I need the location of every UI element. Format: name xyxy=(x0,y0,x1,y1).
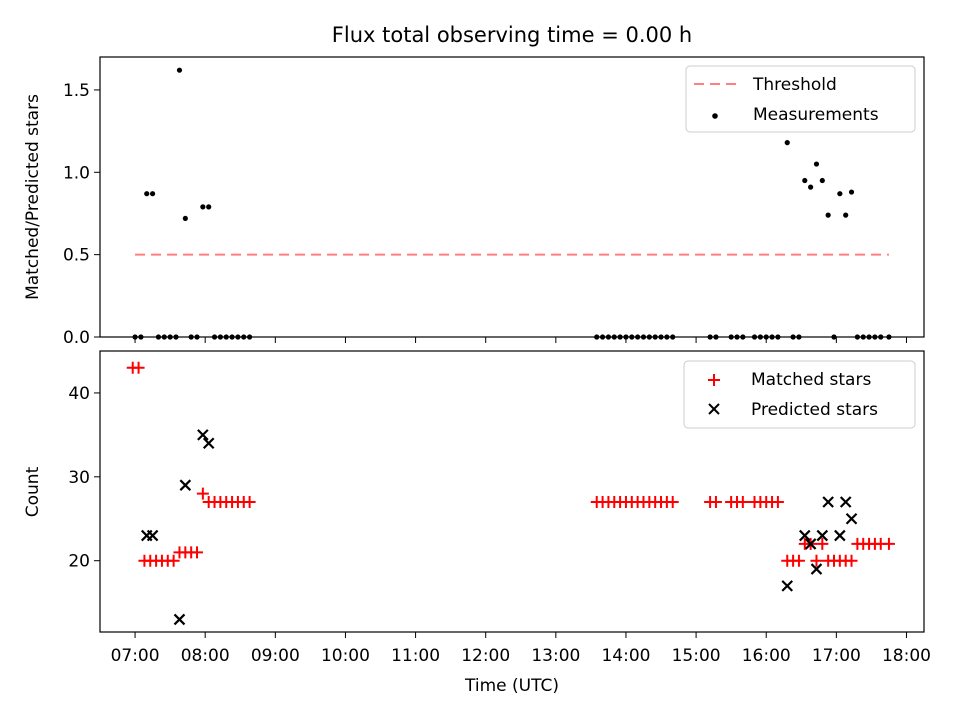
top-ylabel: Matched/Predicted stars xyxy=(23,94,43,300)
top-legend-box xyxy=(685,65,916,133)
y-tick-label: 1.0 xyxy=(63,163,90,183)
matched-star-point xyxy=(709,495,722,508)
measurement-point xyxy=(843,212,849,218)
measurement-point xyxy=(200,204,206,210)
matched-star-point xyxy=(792,554,805,567)
matched-star-point xyxy=(810,554,823,567)
measurement-point xyxy=(819,177,825,184)
matched-star-point xyxy=(167,554,180,567)
predicted-star-point xyxy=(197,429,209,441)
matched-star-point xyxy=(191,546,204,559)
predicted-stars-points xyxy=(140,429,858,626)
y-tick-label: 40 xyxy=(68,384,90,404)
bottom-y-axis: 20 30 40 xyxy=(68,384,100,572)
matched-star-point xyxy=(132,361,145,374)
matched-star-point xyxy=(882,537,895,550)
legend-measurements-label: Measurements xyxy=(753,105,879,125)
bottom-legend-box xyxy=(683,360,916,429)
measurement-point xyxy=(144,191,150,197)
legend-threshold-label: Threshold xyxy=(752,75,837,95)
measurement-point xyxy=(802,177,808,184)
bottom-panel: 20 30 40 07:00 08:00 09:00 10:00 11:00 12:00 13:… xyxy=(68,350,931,666)
measurement-point xyxy=(206,204,212,210)
matched-star-point xyxy=(736,495,749,508)
predicted-star-point xyxy=(146,529,159,542)
y-tick-label: 0.5 xyxy=(63,246,90,266)
chart-title: Flux total observing time = 0.00 h xyxy=(332,23,692,47)
predicted-star-point xyxy=(834,529,846,542)
predicted-star-point xyxy=(179,479,192,491)
xlabel: Time (UTC) xyxy=(464,676,559,696)
predicted-star-point xyxy=(781,580,794,592)
bottom-legend: Matched stars Predicted stars xyxy=(683,360,916,429)
y-tick-label: 20 xyxy=(68,552,90,572)
matched-star-point xyxy=(666,495,679,508)
legend-measurements-swatch xyxy=(712,113,718,119)
matched-star-point xyxy=(845,554,858,567)
bottom-ylabel: Count xyxy=(23,466,43,517)
predicted-star-point xyxy=(173,613,186,626)
matched-stars-points xyxy=(126,361,895,567)
measurement-point xyxy=(825,212,831,218)
x-tick-label: 15:00 xyxy=(672,646,721,666)
matched-star-point xyxy=(196,487,209,500)
x-tick-label: 18:00 xyxy=(882,646,931,666)
x-tick-label: 07:00 xyxy=(111,646,160,666)
y-tick-label: 0.0 xyxy=(63,328,90,348)
x-tick-label: 09:00 xyxy=(251,646,300,666)
x-tick-label: 10:00 xyxy=(321,646,370,666)
measurement-point xyxy=(176,67,183,73)
top-axes-frame xyxy=(99,56,925,338)
measurement-point xyxy=(182,215,188,222)
measurement-point xyxy=(808,184,814,190)
top-panel: 0.0 0.5 1.0 1.5 Threshold Measurements xyxy=(63,56,925,348)
predicted-star-point xyxy=(810,563,823,575)
legend-predicted-label: Predicted stars xyxy=(751,400,878,420)
y-tick-label: 30 xyxy=(68,468,90,488)
bottom-x-axis: 07:00 08:00 09:00 10:00 11:00 12:00 13:00 14:00… xyxy=(111,632,931,666)
x-tick-label: 08:00 xyxy=(181,646,230,666)
measurement-point xyxy=(149,191,156,197)
measurement-point xyxy=(837,191,843,197)
x-tick-label: 16:00 xyxy=(742,646,791,666)
predicted-star-point xyxy=(839,496,852,508)
predicted-star-point xyxy=(816,529,829,542)
matched-star-point xyxy=(243,495,256,508)
predicted-star-point xyxy=(202,437,215,450)
bottom-axes-frame xyxy=(99,350,925,633)
x-tick-label: 12:00 xyxy=(461,646,510,666)
top-legend: Threshold Measurements xyxy=(685,65,916,133)
legend-predicted-swatch xyxy=(708,403,720,415)
matched-star-point xyxy=(816,537,829,550)
predicted-star-point xyxy=(799,529,811,542)
legend-matched-label: Matched stars xyxy=(751,370,871,390)
predicted-star-point xyxy=(845,512,858,525)
measurement-point xyxy=(848,189,855,195)
measurement-point xyxy=(784,140,790,146)
predicted-star-point xyxy=(804,538,817,550)
x-tick-label: 13:00 xyxy=(531,646,580,666)
predicted-star-point xyxy=(822,496,834,508)
measurement-point xyxy=(813,161,820,167)
x-tick-label: 17:00 xyxy=(812,646,861,666)
x-tick-label: 11:00 xyxy=(391,646,440,666)
top-y-axis: 0.0 0.5 1.0 1.5 xyxy=(63,81,100,348)
legend-matched-swatch xyxy=(708,374,720,386)
matched-star-point xyxy=(771,495,784,508)
y-tick-label: 1.5 xyxy=(63,81,90,101)
x-tick-label: 14:00 xyxy=(601,646,650,666)
